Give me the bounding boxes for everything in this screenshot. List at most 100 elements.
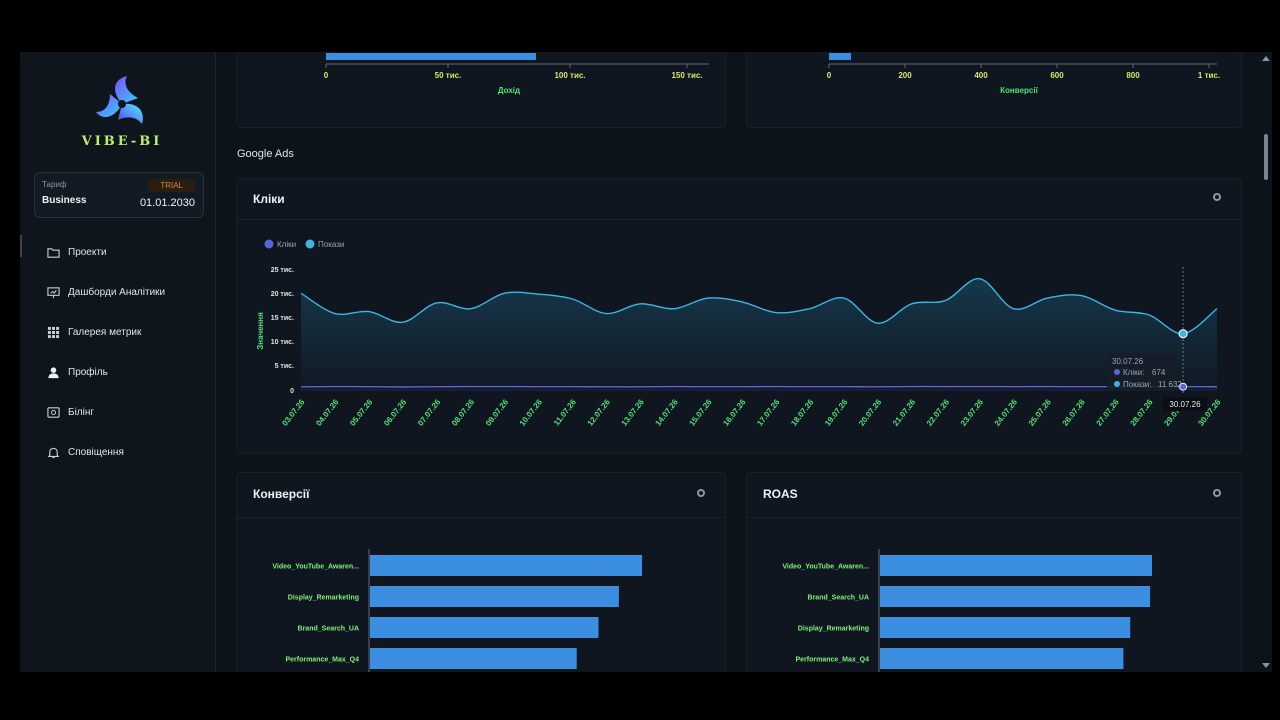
revenue-tick: 150 тис. xyxy=(671,71,702,80)
grid-icon xyxy=(47,326,60,338)
plan-card[interactable]: Тариф Business TRIAL 01.01.2030 xyxy=(34,172,204,218)
x-tick-label: 28.07.26 xyxy=(1128,397,1155,428)
bar-category-label: Display_Remarketing xyxy=(288,595,359,602)
logo[interactable]: VIBE-BI xyxy=(72,72,172,152)
y-tick-label: 5 тис. xyxy=(275,363,294,370)
x-tick-label: 05.07.26 xyxy=(348,397,375,428)
tooltip-shows-label: Покази: xyxy=(1123,380,1152,389)
y-tick-label: 20 тис. xyxy=(271,291,294,298)
sidebar-item-dashboards[interactable]: Дашборди Аналітики xyxy=(20,272,216,312)
revenue-axis-title: Дохід xyxy=(498,86,520,95)
y-tick-label: 15 тис. xyxy=(271,315,294,322)
bar-category-label: Brand_Search_UA xyxy=(808,595,869,602)
x-tick-label: 09.07.26 xyxy=(484,397,511,428)
x-tick-label: 06.07.26 xyxy=(382,397,409,428)
x-tick-label: 14.07.26 xyxy=(653,397,680,428)
hover-date-label: 30.07.26 xyxy=(1163,397,1207,411)
scroll-up-arrow-icon[interactable] xyxy=(1262,56,1270,61)
clicks-card-title: Кліки xyxy=(253,192,285,206)
conversions-top-chart-card: 0 200 400 600 800 1 тис. Конверсії xyxy=(746,52,1242,128)
bar[interactable] xyxy=(880,617,1131,638)
sidebar-item-label: Білінг xyxy=(68,406,95,418)
card-divider xyxy=(237,517,725,518)
x-tick-label: 20.07.26 xyxy=(857,397,884,428)
hover-point-clicks[interactable] xyxy=(1179,382,1188,391)
x-tick-label: 15.07.26 xyxy=(687,397,714,428)
chart-tooltip: 30.07.26 Кліки: 674 Покази: 11 632 xyxy=(1107,353,1182,391)
sidebar-item-metrics-gallery[interactable]: Галерея метрик xyxy=(20,312,216,352)
logo-swirl-icon xyxy=(96,76,143,124)
settings-icon[interactable] xyxy=(1213,193,1221,201)
plan-label: Тариф xyxy=(42,180,67,189)
scrollbar-thumb[interactable] xyxy=(1264,134,1268,180)
roas-bar-chart: Video_YouTube_Awaren... Brand_Search_UA Di… xyxy=(782,549,1152,672)
legend-swatch-clicks[interactable] xyxy=(264,239,274,249)
x-tick-label: 22.07.26 xyxy=(925,397,952,428)
revenue-chart-card: 0 50 тис. 100 тис. 150 тис. Дохід xyxy=(236,52,726,128)
bar-category-label: Brand_Search_UA xyxy=(298,626,359,633)
bar[interactable] xyxy=(880,586,1151,607)
bar-category-label: Performance_Max_Q4 xyxy=(795,657,869,664)
x-tick-label: 26.07.26 xyxy=(1061,397,1088,428)
clicks-line-chart: Кліки Покази Значення 25 тис. 20 тис. 15… xyxy=(256,239,1223,428)
bar[interactable] xyxy=(370,555,642,576)
bar[interactable] xyxy=(880,648,1124,669)
scroll-down-arrow-icon[interactable] xyxy=(1262,663,1270,668)
sidebar-item-billing[interactable]: Білінг xyxy=(20,392,216,432)
x-tick-label: 23.07.26 xyxy=(959,397,986,428)
x-tick-label: 08.07.26 xyxy=(450,397,477,428)
x-tick-label: 17.07.26 xyxy=(755,397,782,428)
hover-date-text: 30.07.26 xyxy=(1169,400,1201,409)
x-tick-label: 12.07.26 xyxy=(586,397,613,428)
x-tick-label: 11.07.26 xyxy=(552,397,578,427)
sidebar-item-projects[interactable]: Проекти xyxy=(20,232,216,272)
billing-icon xyxy=(47,406,60,418)
bar[interactable] xyxy=(370,648,577,669)
tooltip-shows-value: 11 632 xyxy=(1158,380,1182,389)
conversions-chart-card: Конверсії Video_YouTube_Awaren... Display… xyxy=(236,472,726,672)
conversions-axis-title: Конверсії xyxy=(1000,86,1038,95)
sidebar-edge-marker xyxy=(20,235,22,257)
presentation-icon xyxy=(47,286,60,298)
settings-icon[interactable] xyxy=(1213,489,1221,497)
y-tick-label: 25 тис. xyxy=(271,267,294,274)
bar[interactable] xyxy=(880,555,1152,576)
settings-icon[interactable] xyxy=(697,489,705,497)
y-tick-label: 10 тис. xyxy=(271,339,294,346)
bar[interactable] xyxy=(370,586,619,607)
x-tick-label: 13.07.26 xyxy=(620,397,647,428)
bell-icon xyxy=(47,447,60,458)
x-tick-label: 03.07.26 xyxy=(280,397,307,428)
x-tick-label: 27.07.26 xyxy=(1095,397,1122,428)
hover-point-shows[interactable] xyxy=(1178,329,1188,339)
bar-category-label: Video_YouTube_Awaren... xyxy=(782,564,869,571)
x-axis-ticks: 03.07.26 04.07.26 05.07.26 06.07.26 07.07.26… xyxy=(280,397,1223,428)
main-content: 0 50 тис. 100 тис. 150 тис. Дохід 0 200 … xyxy=(230,52,1254,672)
app-frame: VIBE-BI Тариф Business TRIAL 01.01.2030 … xyxy=(20,52,1272,672)
plot-area xyxy=(300,267,1218,394)
bar-category-label: Video_YouTube_Awaren... xyxy=(272,564,359,571)
series-line-shows xyxy=(300,277,1218,335)
sidebar-item-label: Галерея метрик xyxy=(68,326,142,338)
x-tick-label: 07.07.26 xyxy=(416,397,443,428)
legend-label-clicks[interactable]: Кліки xyxy=(277,240,296,249)
x-tick-label: 04.07.26 xyxy=(314,397,341,428)
sidebar-item-label: Профіль xyxy=(68,366,108,378)
scrollbar[interactable] xyxy=(1260,52,1272,672)
conversions-tick: 800 xyxy=(1126,71,1140,80)
legend-swatch-shows[interactable] xyxy=(305,239,315,249)
revenue-chart: 0 50 тис. 100 тис. 150 тис. Дохід xyxy=(324,53,709,95)
conversions-tick: 1 тис. xyxy=(1198,71,1220,80)
card-divider xyxy=(237,219,1241,220)
y-tick-label: 0 xyxy=(290,388,294,395)
bar[interactable] xyxy=(370,617,599,638)
legend-label-shows[interactable]: Покази xyxy=(318,240,344,249)
x-tick-label: 19.07.26 xyxy=(823,397,850,428)
sidebar-item-profile[interactable]: Профіль xyxy=(20,352,216,392)
sidebar-item-label: Проекти xyxy=(68,246,107,258)
x-tick-label: 21.07.26 xyxy=(891,397,918,428)
revenue-tick: 50 тис. xyxy=(435,71,462,80)
conversions-tick: 600 xyxy=(1050,71,1064,80)
sidebar-item-notifications[interactable]: Сповіщення xyxy=(20,432,216,472)
tooltip-date: 30.07.26 xyxy=(1112,357,1144,366)
